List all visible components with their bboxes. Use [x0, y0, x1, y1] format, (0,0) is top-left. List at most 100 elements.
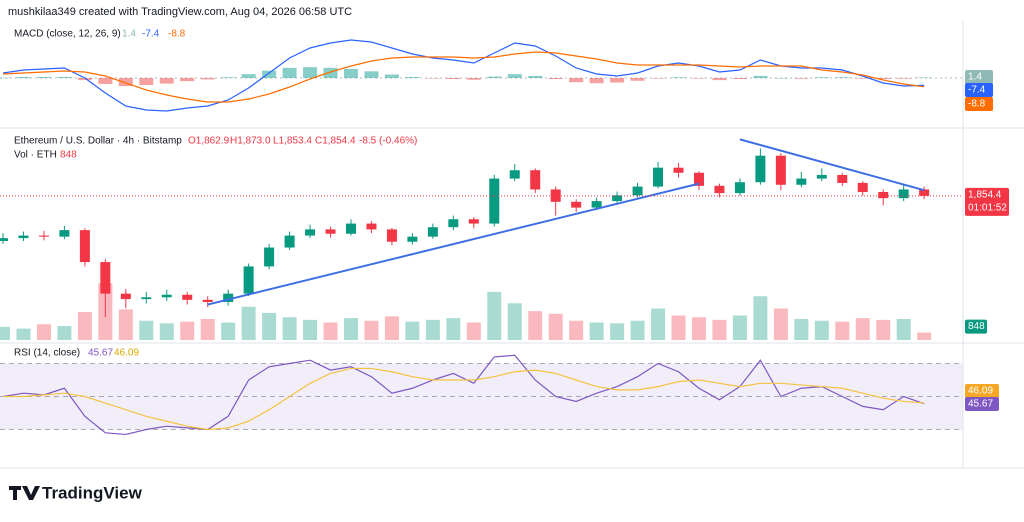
candle-body [775, 155, 786, 185]
volume-bar [303, 319, 318, 340]
rsi-ma-legend: 46.09 [114, 348, 139, 359]
candle-body [530, 170, 541, 190]
countdown: 01:01:52 [968, 202, 1007, 213]
rsi-tag-bg [965, 397, 999, 411]
histogram-bar [753, 75, 768, 78]
volume-bar [343, 318, 358, 340]
volume-bar [917, 332, 932, 340]
histogram-bar [364, 71, 379, 78]
volume-bar [569, 320, 584, 340]
volume-bar [671, 315, 686, 340]
volume-bar [282, 317, 297, 340]
candle-body [79, 230, 90, 263]
volume-bar [896, 319, 911, 340]
volume-bar [262, 312, 277, 340]
legend-close: C1,854.4 [315, 136, 356, 147]
histogram-bar [487, 76, 502, 78]
candle-body [100, 262, 111, 294]
candle-body [653, 167, 664, 187]
volume-bar [36, 324, 51, 340]
candle-body [509, 170, 520, 179]
histogram-bar [425, 78, 440, 79]
candle-body [59, 230, 70, 237]
volume-bar [405, 321, 420, 340]
candle-body [816, 174, 827, 179]
rsi-legend: 45.67 [88, 348, 113, 359]
candle-body [591, 201, 602, 208]
candle-body [673, 167, 684, 173]
candle-body [182, 294, 193, 300]
histogram-bar [835, 77, 850, 78]
candle-body [305, 229, 316, 236]
histogram-bar [77, 78, 92, 81]
macd-hist-tag-bg [965, 70, 993, 84]
price-title: Ethereum / U.S. Dollar · 4h · Bitstamp [14, 136, 182, 147]
candle-body [878, 192, 889, 199]
histogram-bar [221, 77, 236, 78]
volume-bar [200, 319, 215, 340]
histogram-bar [0, 77, 10, 79]
histogram-bar [876, 78, 891, 80]
volume-bar [528, 311, 543, 340]
labels-layer: 1.4 -7.4 -8.8 1,854.4 01:01:52 848 46.09 45.67 [965, 70, 1009, 411]
candle-body [141, 297, 152, 300]
candle-body [18, 235, 29, 239]
series-line [2, 39, 925, 112]
candle-body [345, 223, 356, 234]
volume-bar [732, 315, 747, 340]
candle-body [489, 178, 500, 224]
candle-body [714, 185, 725, 194]
candle-body [243, 266, 254, 294]
histogram-bar [446, 78, 461, 80]
macd-legend-macd: -7.4 [142, 29, 160, 40]
candle-body [898, 189, 909, 199]
volume-bar [814, 320, 829, 340]
macd-legend-signal: -8.8 [168, 29, 186, 40]
macd-legend-hist: 1.4 [122, 29, 136, 40]
volume-title: Vol · ETH [14, 150, 57, 161]
histogram-bar [794, 78, 809, 79]
series-line [2, 51, 925, 103]
volume-bar [425, 319, 440, 340]
histogram-bar [732, 78, 747, 80]
volume-bar [159, 323, 174, 340]
histogram-bar [384, 74, 399, 78]
candle-body [120, 293, 131, 300]
volume-bar [610, 323, 625, 340]
histogram-bar [630, 78, 645, 81]
candle-body [161, 294, 172, 298]
volume-bar [323, 322, 338, 340]
histogram-bar [651, 78, 666, 79]
histogram-bar [200, 78, 215, 80]
histogram-bar [323, 67, 338, 78]
volume-tag-bg [965, 319, 987, 334]
volume-bar [589, 322, 604, 340]
histogram-bar [16, 76, 31, 78]
candle-body [407, 236, 418, 242]
trendline [207, 182, 700, 306]
histogram-bar [855, 78, 870, 79]
last-price-bg [965, 187, 1009, 216]
histogram-bar [303, 67, 318, 78]
histogram-bar [139, 78, 154, 85]
volume-bar [712, 319, 727, 340]
volume-bar [364, 320, 379, 340]
candle-body [755, 155, 766, 183]
histogram-bar [917, 77, 932, 79]
legend-low: L1,853.4 [273, 136, 312, 147]
rsi-ma-tag: 46.09 [968, 386, 993, 397]
legend-high: H1,873.0 [230, 136, 271, 147]
volume-bar [487, 291, 502, 340]
series-line [2, 354, 925, 436]
volume-bar [794, 319, 809, 340]
histogram-bar [36, 76, 51, 78]
histogram-bar [548, 78, 563, 80]
histogram-bar [773, 78, 788, 79]
histogram-bar [241, 74, 256, 78]
histogram-bar [896, 78, 911, 79]
volume-bar [241, 306, 256, 340]
volume-bar [16, 328, 31, 340]
candle-body [264, 247, 275, 267]
